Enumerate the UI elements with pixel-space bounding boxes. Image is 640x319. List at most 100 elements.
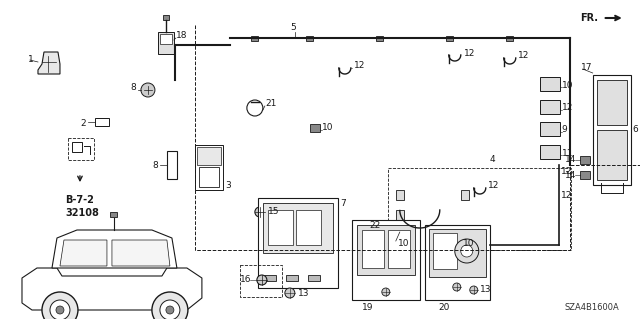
- Text: SZA4B1600A: SZA4B1600A: [564, 302, 620, 311]
- Bar: [268, 210, 293, 245]
- Bar: [357, 225, 415, 275]
- Bar: [158, 32, 174, 54]
- Bar: [506, 35, 513, 41]
- Bar: [580, 156, 589, 164]
- Bar: [580, 171, 589, 179]
- Bar: [396, 190, 404, 200]
- Bar: [362, 230, 384, 268]
- Bar: [425, 225, 490, 300]
- Text: 16: 16: [240, 276, 252, 285]
- Text: 20: 20: [439, 302, 450, 311]
- Polygon shape: [38, 52, 60, 74]
- Text: 5: 5: [290, 24, 296, 33]
- Text: 12: 12: [354, 62, 365, 70]
- Bar: [461, 190, 468, 200]
- Polygon shape: [60, 240, 107, 266]
- Text: 6: 6: [633, 125, 639, 135]
- Text: 14: 14: [564, 155, 576, 165]
- Text: 1: 1: [28, 56, 34, 64]
- Bar: [252, 35, 259, 41]
- Text: 8: 8: [130, 84, 136, 93]
- Text: 12: 12: [562, 103, 573, 113]
- Bar: [540, 145, 560, 159]
- Bar: [596, 80, 627, 125]
- Circle shape: [160, 300, 180, 319]
- Bar: [296, 210, 321, 245]
- Circle shape: [50, 300, 70, 319]
- Circle shape: [166, 306, 174, 314]
- Text: 18: 18: [176, 32, 188, 41]
- Circle shape: [42, 292, 78, 319]
- Text: B-7-2: B-7-2: [65, 195, 94, 205]
- Text: 22: 22: [370, 221, 381, 231]
- Bar: [396, 225, 404, 235]
- Bar: [258, 198, 338, 288]
- Bar: [396, 210, 404, 220]
- Text: 12: 12: [561, 190, 572, 199]
- Text: 4: 4: [490, 155, 495, 165]
- Text: 21: 21: [265, 100, 276, 108]
- Bar: [167, 151, 177, 179]
- Text: 7: 7: [340, 198, 346, 207]
- Circle shape: [56, 306, 64, 314]
- Bar: [596, 130, 627, 180]
- Bar: [95, 118, 109, 126]
- Bar: [286, 275, 298, 281]
- Text: 17: 17: [580, 63, 592, 71]
- Bar: [195, 145, 223, 190]
- Bar: [97, 118, 107, 126]
- Text: 11: 11: [562, 149, 573, 158]
- Bar: [111, 211, 118, 217]
- Bar: [352, 220, 420, 300]
- Bar: [593, 75, 630, 185]
- Bar: [240, 265, 282, 297]
- Text: 9: 9: [562, 125, 568, 135]
- Text: 3: 3: [225, 181, 230, 189]
- Circle shape: [285, 288, 295, 298]
- Bar: [388, 168, 571, 250]
- Circle shape: [470, 286, 477, 294]
- Bar: [540, 77, 560, 91]
- Bar: [429, 229, 486, 277]
- Text: 12: 12: [464, 48, 475, 57]
- Bar: [163, 14, 169, 19]
- Circle shape: [255, 207, 265, 217]
- Text: 10: 10: [322, 123, 333, 132]
- Circle shape: [461, 245, 473, 257]
- Polygon shape: [22, 268, 202, 310]
- Polygon shape: [52, 230, 177, 268]
- Text: 14: 14: [564, 170, 576, 180]
- Text: 12: 12: [561, 167, 572, 176]
- Bar: [264, 275, 276, 281]
- Text: 12: 12: [488, 181, 499, 189]
- Circle shape: [141, 83, 155, 97]
- Bar: [540, 122, 560, 136]
- Bar: [68, 138, 94, 160]
- Circle shape: [257, 275, 267, 285]
- Text: 10: 10: [398, 239, 410, 248]
- Bar: [310, 124, 320, 132]
- Bar: [199, 167, 219, 187]
- Text: 10: 10: [463, 239, 474, 248]
- Bar: [388, 230, 410, 268]
- Text: 2: 2: [80, 120, 86, 129]
- Text: 13: 13: [298, 288, 309, 298]
- Text: 15: 15: [268, 207, 280, 217]
- Text: 12: 12: [518, 50, 529, 60]
- Bar: [72, 142, 82, 152]
- Bar: [308, 275, 320, 281]
- Bar: [263, 203, 333, 253]
- Bar: [376, 35, 383, 41]
- Text: 10: 10: [562, 80, 573, 90]
- Text: 32108: 32108: [65, 208, 99, 218]
- Text: 8: 8: [152, 160, 157, 169]
- Circle shape: [152, 292, 188, 319]
- Bar: [307, 35, 314, 41]
- Circle shape: [455, 239, 479, 263]
- Bar: [540, 100, 560, 114]
- Text: FR.: FR.: [580, 13, 598, 23]
- Circle shape: [452, 283, 461, 291]
- Text: 19: 19: [362, 303, 373, 313]
- Text: 13: 13: [480, 286, 492, 294]
- Bar: [197, 147, 221, 165]
